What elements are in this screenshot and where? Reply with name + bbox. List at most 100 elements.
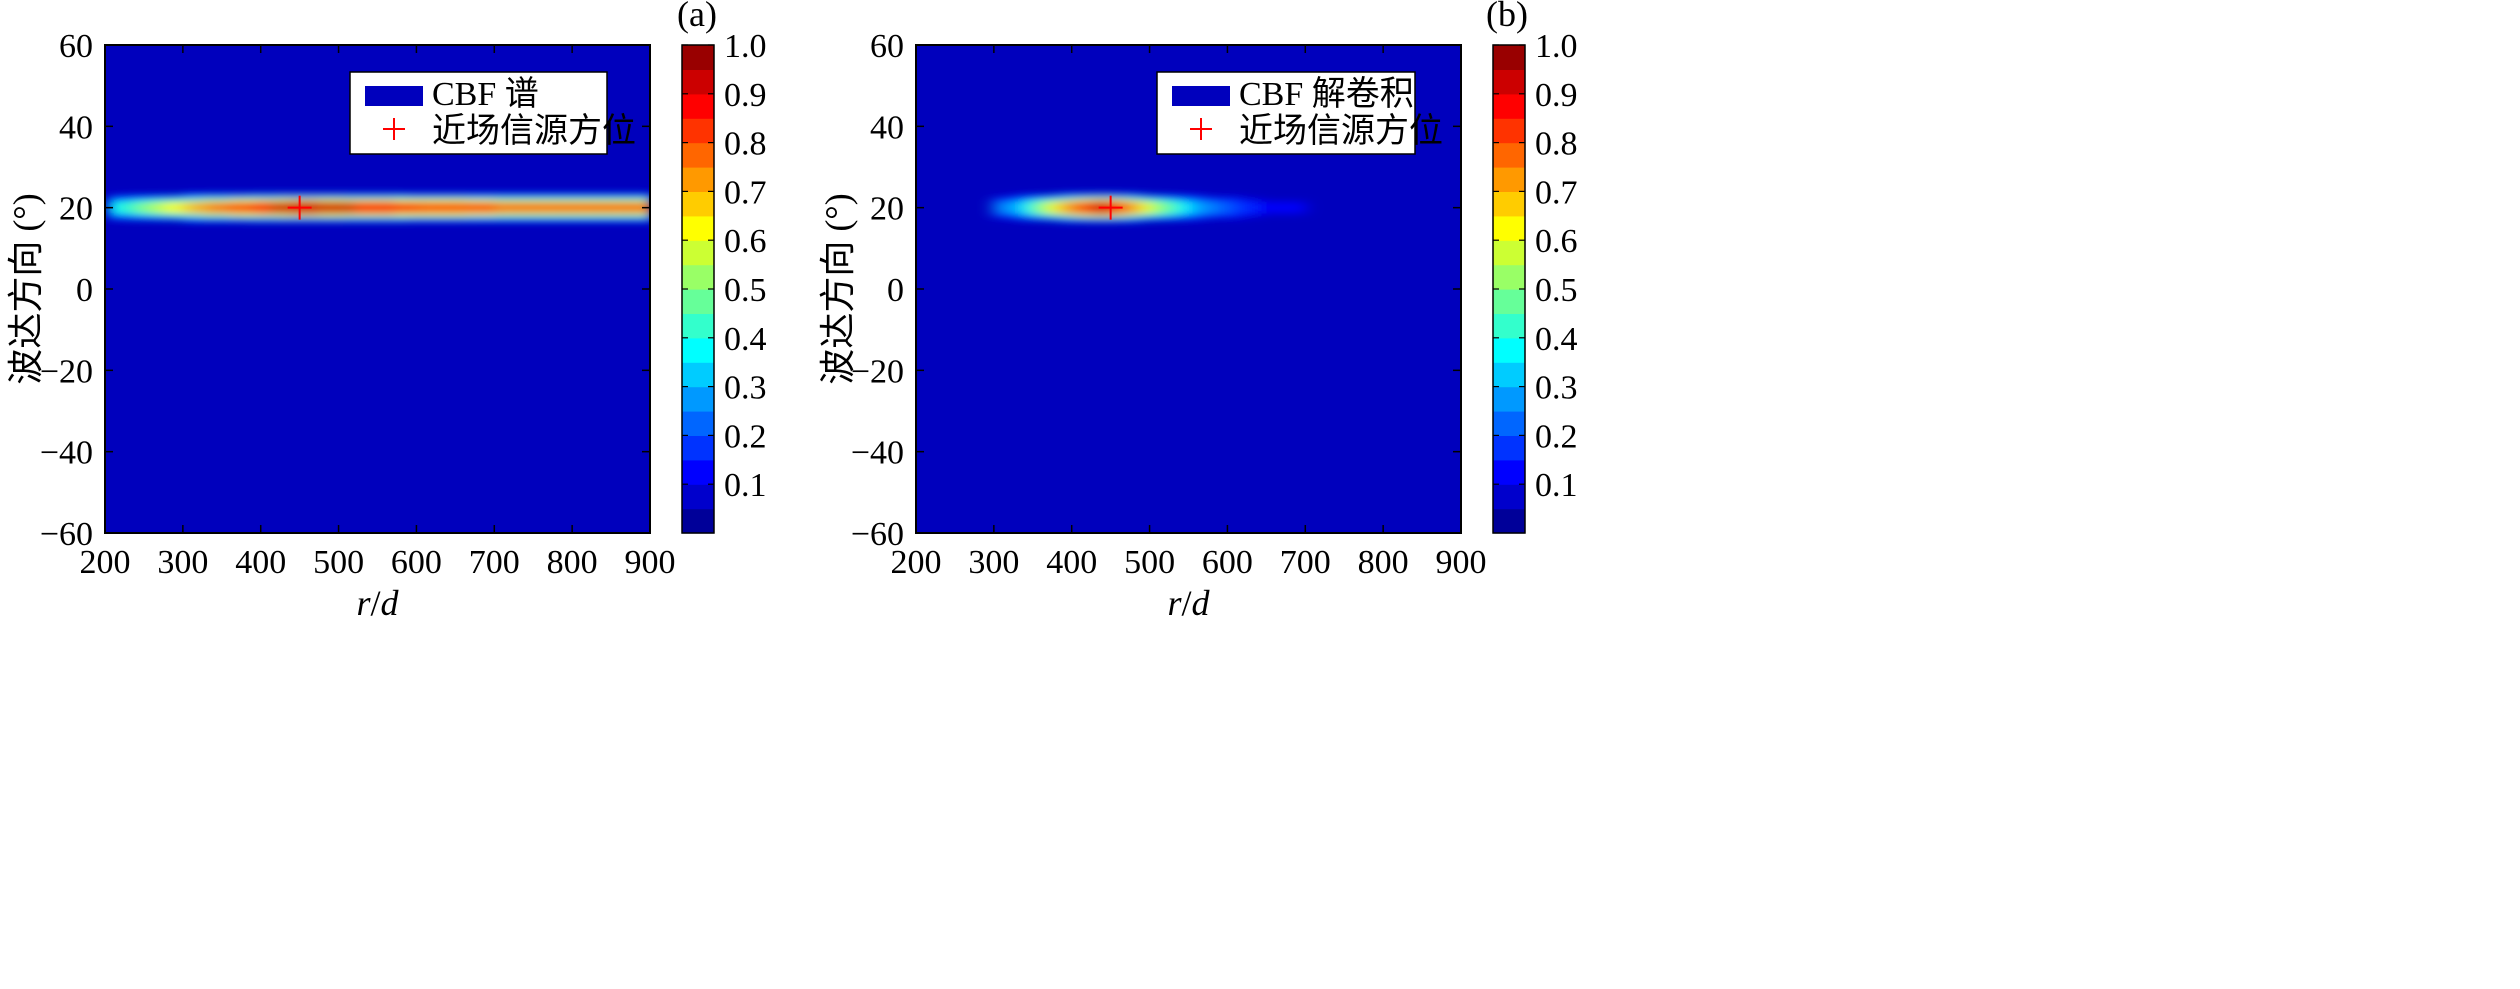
heatmap-cell (342, 202, 347, 213)
heatmap-cell (585, 202, 590, 213)
heatmap-cell (330, 202, 334, 213)
heatmap-cell (196, 202, 201, 213)
x-tick-label: 300 (968, 544, 1019, 581)
heatmap-cell (401, 202, 406, 213)
heatmap-cell (622, 202, 627, 213)
colorbar-tick-label: 0.7 (1535, 174, 1578, 211)
y-tick-label: 20 (870, 191, 904, 228)
y-tick-label: −20 (40, 353, 93, 390)
heatmap-cell (529, 202, 534, 213)
heatmap-cell (364, 202, 369, 213)
y-tick-label: 60 (870, 28, 904, 65)
heatmap-cell (572, 202, 577, 213)
heatmap-cell (1121, 201, 1126, 214)
heatmap-cell (457, 202, 462, 213)
x-axis-label-var1: r (356, 583, 371, 623)
colorbar-tick-label: 0.7 (724, 174, 767, 211)
heatmap-cell (233, 202, 238, 213)
heatmap-cell (205, 202, 210, 213)
x-axis-label-var1: r (1167, 583, 1182, 623)
colorbar-tick-label: 0.1 (724, 467, 767, 504)
heatmap-cell (1000, 201, 1004, 214)
heatmap-cell (227, 202, 232, 213)
heatmap-cell (314, 202, 319, 213)
heatmap-cell (417, 202, 422, 213)
heatmap-cell (510, 202, 515, 213)
legend-entry-source: 近场信源方位 (1239, 112, 1443, 150)
heatmap-cell (386, 202, 390, 213)
colorbar-tick-label: 0.2 (1535, 418, 1578, 455)
panel-label: (a) (677, 0, 717, 34)
heatmap-cell (199, 202, 204, 213)
heatmap-cell (523, 202, 528, 213)
colorbar-tick-label: 1.0 (724, 28, 767, 65)
heatmap-cell (1199, 201, 1204, 214)
heatmap-cell (1230, 201, 1235, 214)
heatmap-cell (1015, 201, 1020, 214)
colorbar-segment (1493, 386, 1525, 412)
heatmap-cell (1183, 201, 1188, 214)
heatmap-cell (136, 202, 141, 213)
heatmap-cell (1127, 201, 1132, 214)
colorbar-tick-label: 0.3 (1535, 370, 1578, 407)
heatmap-cell (177, 202, 182, 213)
heatmap-cell (535, 202, 540, 213)
heatmap-cell (1071, 201, 1076, 214)
colorbar-segment (1493, 337, 1525, 363)
heatmap-cell (1221, 201, 1226, 214)
heatmap-cell (379, 202, 384, 213)
heatmap-cell (174, 202, 179, 213)
x-axis-label-var2: d (1192, 583, 1211, 623)
heatmap-cell (560, 202, 565, 213)
colorbar-segment (1493, 264, 1525, 290)
colorbar-tick-label: 0.2 (724, 418, 767, 455)
heatmap-cell (1043, 201, 1048, 214)
heatmap-band (108, 193, 650, 223)
heatmap-cell (423, 202, 428, 213)
heatmap-cell (498, 202, 503, 213)
heatmap-cell (1252, 201, 1257, 214)
heatmap-cell (1218, 201, 1222, 214)
heatmap-cell (557, 202, 562, 213)
heatmap-cell (519, 202, 524, 213)
heatmap-cell (1249, 201, 1254, 214)
heatmap-cell (1196, 201, 1201, 214)
heatmap-cell (236, 202, 241, 213)
heatmap-cell (1137, 201, 1142, 214)
heatmap-cell (1292, 201, 1297, 214)
heatmap-cell (354, 202, 359, 213)
heatmap-cell (273, 202, 278, 213)
heatmap-cell (224, 202, 229, 213)
heatmap-cell (526, 202, 531, 213)
colorbar-tick-label: 0.6 (724, 223, 767, 260)
heatmap-cell (133, 202, 138, 213)
x-tick-label: 500 (1124, 544, 1175, 581)
heatmap-cell (161, 202, 166, 213)
heatmap-cell (130, 202, 135, 213)
heatmap-cell (632, 202, 637, 213)
heatmap-cell (1261, 201, 1266, 214)
heatmap-cell (239, 202, 244, 213)
heatmap-cell (140, 202, 144, 213)
heatmap-cell (112, 202, 116, 213)
heatmap-cell (1299, 201, 1303, 214)
heatmap-cell (1283, 201, 1288, 214)
colorbar-tick-label: 0.4 (724, 321, 767, 358)
y-tick-label: 40 (59, 109, 93, 146)
heatmap-cell (1274, 201, 1279, 214)
heatmap-cell (164, 202, 169, 213)
colorbar-segment (682, 289, 714, 314)
heatmap-cell (168, 202, 172, 213)
heatmap-cell (214, 202, 219, 213)
heatmap-cell (579, 202, 584, 213)
heatmap-cell (566, 202, 571, 213)
heatmap-cell (1208, 201, 1213, 214)
heatmap-panel-b: 200 300 400 500 600 700 800 900 −60 −40 −20 0 20 40 60… (818, 0, 1578, 623)
x-tick-label: 300 (157, 544, 208, 581)
heatmap-cell (333, 202, 338, 213)
legend-box (349, 71, 608, 155)
heatmap-cell (582, 202, 587, 213)
heatmap-cell (1087, 201, 1092, 214)
heatmap-cell (245, 202, 250, 213)
heatmap-cell (1056, 201, 1061, 214)
